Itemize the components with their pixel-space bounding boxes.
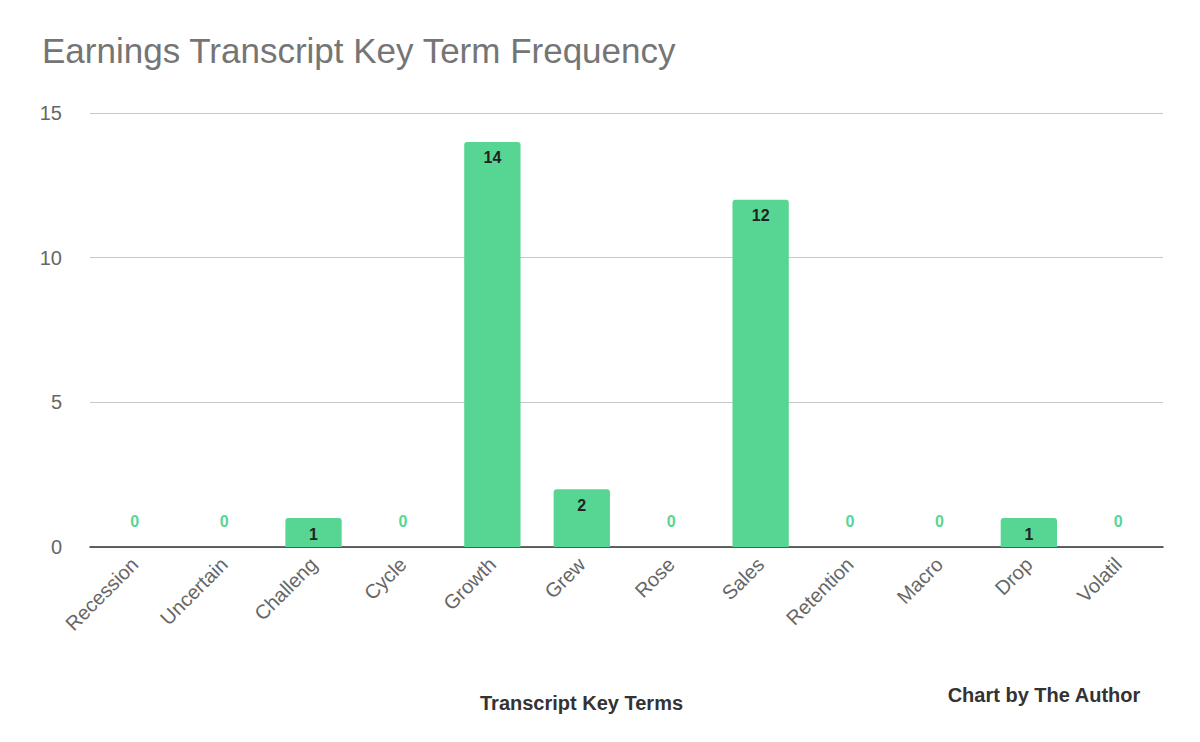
svg-text:Growth: Growth bbox=[439, 553, 500, 614]
svg-text:Macro: Macro bbox=[892, 553, 947, 608]
svg-text:Cycle: Cycle bbox=[360, 553, 411, 604]
svg-text:Transcript Key Terms: Transcript Key Terms bbox=[480, 692, 683, 714]
svg-text:Earnings Transcript Key Term F: Earnings Transcript Key Term Frequency bbox=[42, 31, 676, 70]
svg-text:Uncertain: Uncertain bbox=[156, 553, 232, 629]
svg-text:12: 12 bbox=[752, 207, 770, 224]
svg-text:2: 2 bbox=[577, 497, 586, 514]
svg-text:Retention: Retention bbox=[782, 553, 858, 629]
svg-text:0: 0 bbox=[935, 513, 944, 530]
svg-text:Rose: Rose bbox=[630, 553, 679, 602]
svg-text:1: 1 bbox=[309, 526, 318, 543]
svg-text:1: 1 bbox=[1024, 526, 1033, 543]
svg-text:14: 14 bbox=[483, 149, 501, 166]
svg-text:Recession: Recession bbox=[61, 553, 143, 635]
svg-text:5: 5 bbox=[51, 391, 62, 413]
svg-text:0: 0 bbox=[667, 513, 676, 530]
svg-text:0: 0 bbox=[220, 513, 229, 530]
svg-text:0: 0 bbox=[1114, 513, 1123, 530]
svg-text:15: 15 bbox=[40, 102, 62, 124]
svg-text:Grew: Grew bbox=[540, 553, 590, 603]
svg-text:Drop: Drop bbox=[990, 553, 1036, 599]
svg-text:0: 0 bbox=[130, 513, 139, 530]
svg-text:10: 10 bbox=[40, 247, 62, 269]
svg-text:Chart by The Author: Chart by The Author bbox=[948, 684, 1141, 706]
svg-text:0: 0 bbox=[51, 536, 62, 558]
svg-text:Volatil: Volatil bbox=[1073, 553, 1126, 606]
svg-text:0: 0 bbox=[846, 513, 855, 530]
svg-text:Challeng: Challeng bbox=[250, 553, 321, 624]
svg-text:Sales: Sales bbox=[717, 553, 768, 604]
svg-text:0: 0 bbox=[399, 513, 408, 530]
